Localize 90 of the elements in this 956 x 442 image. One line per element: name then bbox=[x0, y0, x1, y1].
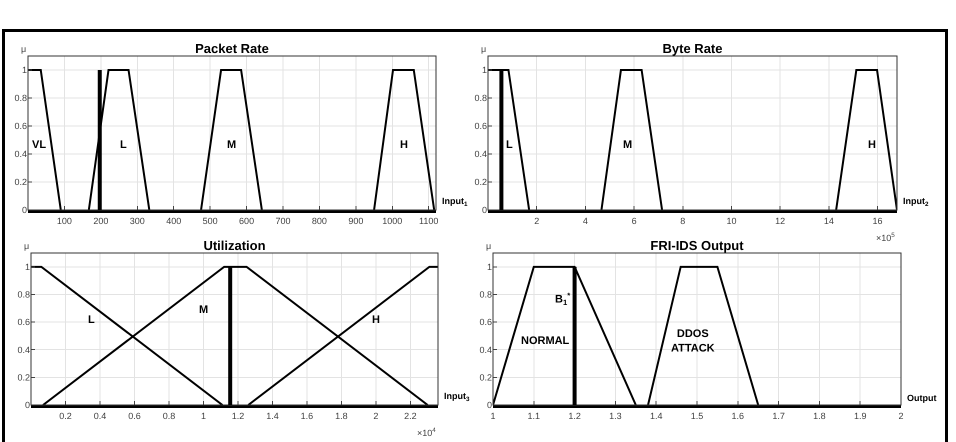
y-axis-title: μ bbox=[486, 241, 492, 251]
y-tick-label: 0.2 bbox=[14, 177, 27, 188]
series-label: L bbox=[120, 139, 127, 151]
x-tick-label: 1100 bbox=[419, 216, 438, 226]
x-axis-title: Input$_{3}$ bbox=[444, 391, 470, 403]
x-tick-label: 300 bbox=[130, 216, 145, 226]
text: ×10$^{4}$ bbox=[417, 427, 436, 438]
x-tick-label: 1.9 bbox=[854, 410, 866, 421]
x-tick-label: 0.2 bbox=[59, 410, 72, 421]
x-tick-label: 14 bbox=[824, 216, 834, 226]
series-label: DDOS ATTACK bbox=[671, 328, 715, 354]
y-tick-label: 0 bbox=[482, 205, 487, 216]
y-tick-label: 0.8 bbox=[474, 93, 487, 104]
series-label: H bbox=[372, 314, 380, 326]
y-tick-label: 0 bbox=[22, 205, 27, 216]
y-tick-label: 0.4 bbox=[17, 344, 30, 355]
y-tick-label: 1 bbox=[22, 65, 27, 76]
y-tick-label: 0.6 bbox=[474, 121, 487, 132]
x-tick-label: 1.8 bbox=[813, 410, 826, 421]
x-axis-title: Output bbox=[907, 393, 936, 403]
x-tick-label: 700 bbox=[275, 216, 291, 226]
y-tick-label: 1 bbox=[24, 262, 30, 272]
y-tick-label: 0 bbox=[24, 400, 30, 410]
x-tick-label: 1.1 bbox=[528, 410, 540, 421]
chart-title: Byte Rate bbox=[662, 41, 722, 56]
x-tick-label: 400 bbox=[166, 216, 182, 226]
x-tick-label: 1.6 bbox=[732, 410, 744, 421]
x-tick-label: 12 bbox=[775, 216, 786, 226]
x-tick-label: 0.4 bbox=[94, 410, 106, 421]
y-tick-label: 1 bbox=[482, 65, 487, 76]
x-tick-label: 200 bbox=[93, 216, 108, 226]
y-axis-title: μ bbox=[481, 44, 486, 54]
y-tick-label: 0.2 bbox=[17, 372, 30, 383]
x-tick-label: 1.7 bbox=[772, 410, 785, 421]
y-tick-label: 0.8 bbox=[479, 290, 492, 300]
x-tick-label: 10 bbox=[726, 216, 736, 226]
y-tick-label: 0 bbox=[486, 400, 492, 410]
x-tick-label: 2 bbox=[534, 216, 540, 226]
y-tick-label: 0.6 bbox=[17, 317, 30, 328]
x-tick-label: 1.5 bbox=[690, 410, 704, 421]
x-tick-label: 600 bbox=[239, 216, 254, 226]
x-axis-title: Input$_{2}$ bbox=[903, 196, 929, 208]
y-axis-title: μ bbox=[21, 44, 26, 54]
series-label: NORMAL bbox=[521, 335, 570, 347]
x-tick-label: 1.6 bbox=[300, 410, 314, 421]
series-label: M bbox=[227, 139, 236, 151]
x-axis-title: Input$_{1}$ bbox=[442, 196, 468, 208]
y-tick-label: 0.4 bbox=[474, 149, 487, 160]
series-label: M bbox=[199, 304, 208, 316]
x-tick-label: 1.8 bbox=[335, 410, 348, 421]
x-tick-label: 900 bbox=[348, 216, 364, 226]
x-tick-label: 1.2 bbox=[232, 410, 244, 421]
y-tick-label: 0.8 bbox=[17, 290, 30, 300]
series-label: H bbox=[400, 139, 408, 151]
x-tick-label: 1 bbox=[200, 410, 206, 421]
series-label: VL bbox=[32, 139, 46, 151]
y-tick-label: 0.4 bbox=[479, 344, 492, 355]
x-tick-label: 1.4 bbox=[266, 410, 279, 421]
chart-title: FRI-IDS Output bbox=[650, 238, 744, 253]
y-tick-label: 0.4 bbox=[14, 149, 27, 160]
series-label: L bbox=[506, 139, 513, 151]
y-tick-label: 0.8 bbox=[14, 93, 27, 104]
y-tick-label: 1 bbox=[486, 262, 492, 272]
y-axis-title: μ bbox=[24, 241, 30, 251]
x-tick-label: 0.8 bbox=[162, 410, 176, 421]
x-tick-label: 1.3 bbox=[609, 410, 622, 421]
y-tick-label: 0.2 bbox=[474, 177, 487, 188]
x-tick-label: 0.6 bbox=[128, 410, 141, 421]
chart-title: Packet Rate bbox=[195, 41, 269, 56]
chart-title: Utilization bbox=[203, 238, 266, 253]
series-label: L bbox=[88, 314, 95, 326]
x-tick-label: 2 bbox=[898, 410, 904, 421]
x-tick-label: 500 bbox=[202, 216, 218, 226]
x-tick-label: 1000 bbox=[382, 216, 402, 226]
x-tick-label: 800 bbox=[312, 216, 327, 226]
x-tick-label: 4 bbox=[582, 216, 588, 226]
x-tick-label: 100 bbox=[56, 216, 72, 226]
x-tick-label: 2.2 bbox=[404, 410, 417, 421]
y-tick-label: 0.2 bbox=[479, 372, 492, 383]
x-tick-label: 1.2 bbox=[568, 410, 581, 421]
text: ×10$^{5}$ bbox=[876, 232, 896, 243]
y-tick-label: 0.6 bbox=[479, 317, 492, 328]
series-label: H bbox=[868, 139, 876, 151]
x-tick-label: 8 bbox=[680, 216, 686, 226]
x-tick-label: 6 bbox=[632, 216, 637, 226]
y-tick-label: 0.6 bbox=[14, 121, 27, 132]
series-label: M bbox=[623, 139, 632, 151]
x-tick-label: 16 bbox=[872, 216, 883, 226]
x-tick-label: 2 bbox=[373, 410, 378, 421]
x-tick-label: 1.4 bbox=[650, 410, 662, 421]
